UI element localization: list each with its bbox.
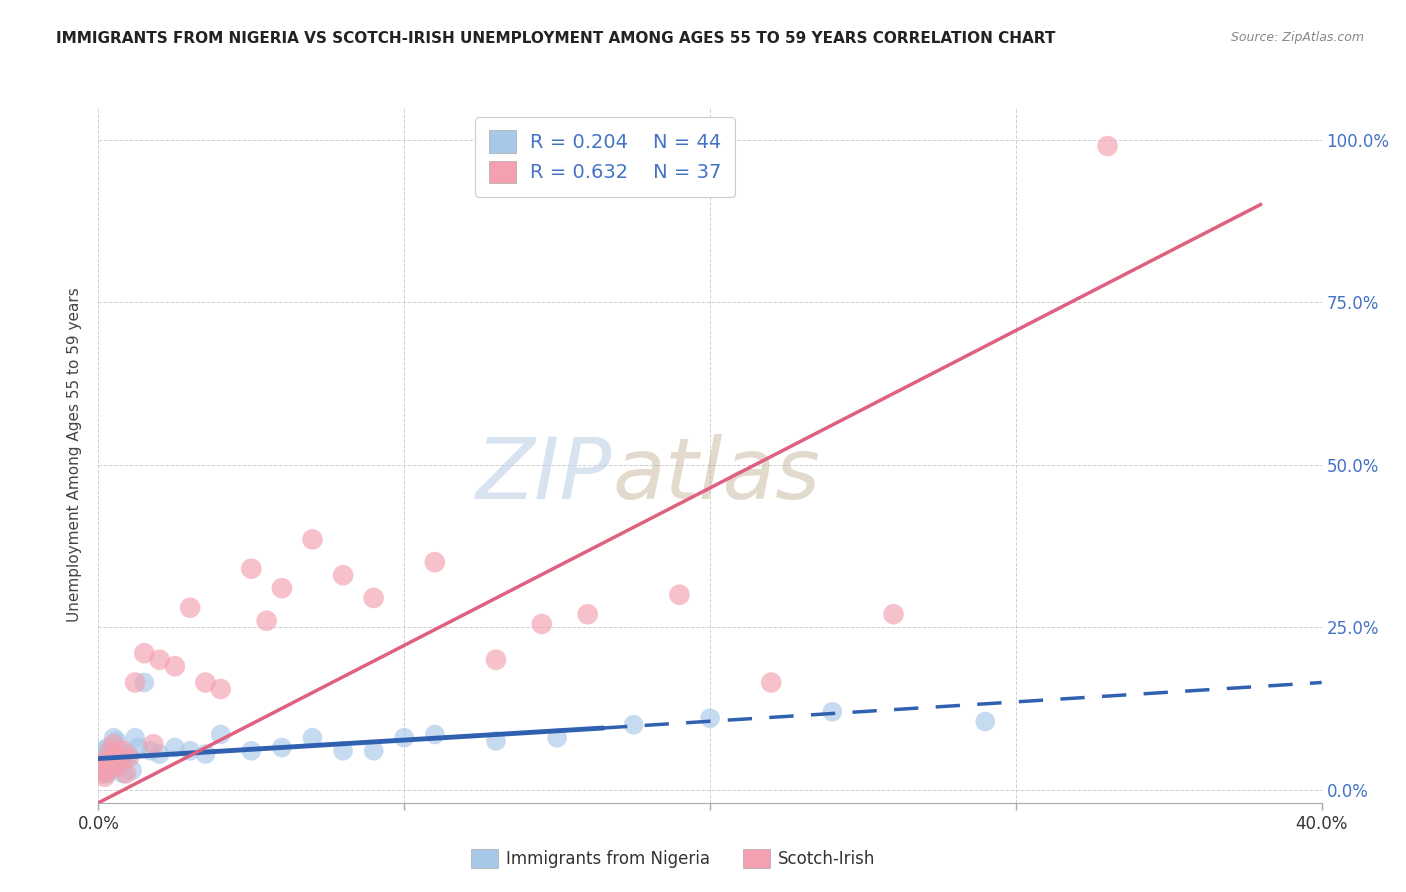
Point bbox=[115, 766, 138, 780]
Point bbox=[93, 747, 115, 761]
Point bbox=[90, 760, 112, 774]
Point bbox=[118, 750, 141, 764]
Point bbox=[87, 764, 110, 778]
Point bbox=[103, 731, 125, 745]
Point bbox=[240, 562, 263, 576]
Point bbox=[149, 747, 172, 761]
Point bbox=[97, 756, 120, 771]
Y-axis label: Unemployment Among Ages 55 to 59 years: Unemployment Among Ages 55 to 59 years bbox=[67, 287, 83, 623]
Point bbox=[759, 675, 782, 690]
Point bbox=[100, 760, 122, 774]
Point bbox=[332, 744, 354, 758]
Point bbox=[332, 568, 354, 582]
Point bbox=[142, 737, 165, 751]
Point bbox=[90, 744, 112, 758]
Point bbox=[194, 747, 217, 761]
Point bbox=[530, 617, 553, 632]
Text: atlas: atlas bbox=[612, 434, 820, 517]
Point bbox=[423, 555, 446, 569]
Point bbox=[163, 740, 186, 755]
Point bbox=[105, 760, 128, 774]
Point bbox=[240, 744, 263, 758]
Point bbox=[124, 675, 146, 690]
Point bbox=[623, 718, 645, 732]
Point bbox=[485, 734, 508, 748]
Point bbox=[108, 754, 131, 768]
Point bbox=[194, 675, 217, 690]
Point bbox=[115, 747, 138, 761]
Text: Source: ZipAtlas.com: Source: ZipAtlas.com bbox=[1230, 31, 1364, 45]
Point bbox=[363, 744, 385, 758]
Point bbox=[256, 614, 278, 628]
Point bbox=[134, 646, 156, 660]
Point bbox=[127, 740, 149, 755]
Point bbox=[124, 731, 146, 745]
Point bbox=[134, 675, 156, 690]
Point bbox=[93, 766, 115, 780]
Point bbox=[576, 607, 599, 622]
Point bbox=[209, 727, 232, 741]
Point bbox=[103, 737, 125, 751]
Point bbox=[87, 764, 110, 778]
Point bbox=[90, 764, 112, 778]
Point bbox=[105, 760, 128, 774]
Point bbox=[139, 744, 162, 758]
Point bbox=[699, 711, 721, 725]
Point bbox=[90, 766, 112, 780]
Point bbox=[105, 750, 128, 764]
Legend: Immigrants from Nigeria, Scotch-Irish: Immigrants from Nigeria, Scotch-Irish bbox=[464, 842, 883, 874]
Point bbox=[363, 591, 385, 605]
Point bbox=[111, 754, 134, 768]
Point bbox=[97, 764, 120, 778]
Point bbox=[179, 600, 201, 615]
Point bbox=[270, 740, 292, 755]
Point bbox=[93, 770, 115, 784]
Point bbox=[121, 764, 143, 778]
Text: IMMIGRANTS FROM NIGERIA VS SCOTCH-IRISH UNEMPLOYMENT AMONG AGES 55 TO 59 YEARS C: IMMIGRANTS FROM NIGERIA VS SCOTCH-IRISH … bbox=[56, 31, 1056, 46]
Point bbox=[974, 714, 997, 729]
Point bbox=[301, 533, 323, 547]
Point bbox=[179, 744, 201, 758]
Point bbox=[111, 766, 134, 780]
Point bbox=[93, 754, 115, 768]
Point bbox=[209, 681, 232, 696]
Point bbox=[668, 588, 690, 602]
Point bbox=[883, 607, 905, 622]
Point bbox=[100, 744, 122, 758]
Point bbox=[485, 653, 508, 667]
Point bbox=[100, 747, 122, 761]
Point bbox=[103, 750, 125, 764]
Point bbox=[118, 747, 141, 761]
Point bbox=[108, 756, 131, 771]
Point bbox=[105, 734, 128, 748]
Point bbox=[163, 659, 186, 673]
Point bbox=[270, 581, 292, 595]
Point bbox=[821, 705, 844, 719]
Point bbox=[392, 731, 416, 745]
Point bbox=[93, 756, 115, 771]
Text: ZIP: ZIP bbox=[475, 434, 612, 517]
Point bbox=[546, 731, 568, 745]
Point bbox=[97, 740, 120, 755]
Point bbox=[1097, 139, 1119, 153]
Point bbox=[423, 727, 446, 741]
Point bbox=[111, 744, 134, 758]
Point bbox=[149, 653, 172, 667]
Point bbox=[90, 754, 112, 768]
Point bbox=[108, 744, 131, 758]
Point bbox=[301, 731, 323, 745]
Point bbox=[97, 766, 120, 780]
